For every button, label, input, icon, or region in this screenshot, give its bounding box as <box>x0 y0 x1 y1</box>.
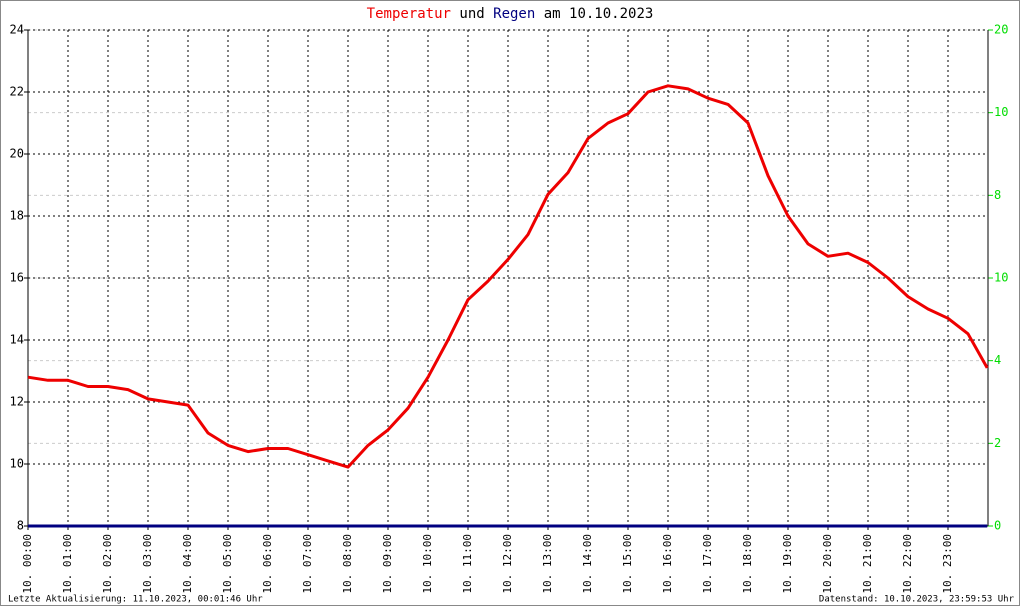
x-tick-label: 10. 06:00 <box>261 534 274 594</box>
y-tick-label: 12 <box>10 395 24 409</box>
title-und: und <box>459 6 484 22</box>
title-rain: Regen <box>493 6 535 22</box>
y-tick-label: 18 <box>10 209 24 223</box>
y-tick-label: 16 <box>10 271 24 285</box>
x-tick-label: 10. 17:00 <box>701 534 714 594</box>
x-tick-label: 10. 18:00 <box>741 534 754 594</box>
x-tick-label: 10. 10:00 <box>421 534 434 594</box>
x-tick-label: 10. 05:00 <box>221 534 234 594</box>
x-tick-label: 10. 04:00 <box>181 534 194 594</box>
y-tick-label: 10 <box>10 457 24 471</box>
y2-tick-label: 10 <box>994 271 1008 285</box>
title-date: am 10.10.2023 <box>544 6 654 22</box>
x-tick-label: 10. 11:00 <box>461 534 474 594</box>
x-tick-label: 10. 19:00 <box>781 534 794 594</box>
series-line <box>27 84 989 469</box>
footer-right: Datenstand: 10.10.2023, 23:59:53 Uhr <box>819 595 1015 605</box>
y2-tick-label: 4 <box>994 353 1001 367</box>
x-tick-label: 10. 12:00 <box>501 534 514 594</box>
chart-title: Temperatur und Regen am 10.10.2023 <box>367 6 654 22</box>
y-tick-label: 20 <box>10 147 24 161</box>
x-tick-label: 10. 08:00 <box>341 534 354 594</box>
y-tick-label: 24 <box>10 23 24 37</box>
y2-tick-label: 8 <box>994 188 1001 202</box>
title-temp: Temperatur <box>367 6 451 22</box>
x-tick-label: 10. 15:00 <box>621 534 634 594</box>
x-tick-label: 10. 14:00 <box>581 534 594 594</box>
x-tick-label: 10. 22:00 <box>901 534 914 594</box>
y2-tick-label: 20 <box>994 23 1008 37</box>
y2-tick-label: 10 <box>994 105 1008 119</box>
x-tick-label: 10. 07:00 <box>301 534 314 594</box>
x-tick-label: 10. 00:00 <box>21 534 34 594</box>
x-tick-label: 10. 03:00 <box>141 534 154 594</box>
x-tick-label: 10. 23:00 <box>941 534 954 594</box>
x-tick-label: 10. 01:00 <box>61 534 74 594</box>
x-tick-label: 10. 02:00 <box>101 534 114 594</box>
y-tick-label: 8 <box>17 519 24 533</box>
y2-tick-label: 2 <box>994 436 1001 450</box>
x-tick-label: 10. 09:00 <box>381 534 394 594</box>
x-tick-label: 10. 13:00 <box>541 534 554 594</box>
footer-left: Letzte Aktualisierung: 11.10.2023, 00:01… <box>8 595 263 605</box>
y-tick-label: 22 <box>10 85 24 99</box>
x-tick-label: 10. 20:00 <box>821 534 834 594</box>
x-tick-label: 10. 21:00 <box>861 534 874 594</box>
y-tick-label: 14 <box>10 333 24 347</box>
x-tick-label: 10. 16:00 <box>661 534 674 594</box>
y2-tick-label: 0 <box>994 519 1001 533</box>
